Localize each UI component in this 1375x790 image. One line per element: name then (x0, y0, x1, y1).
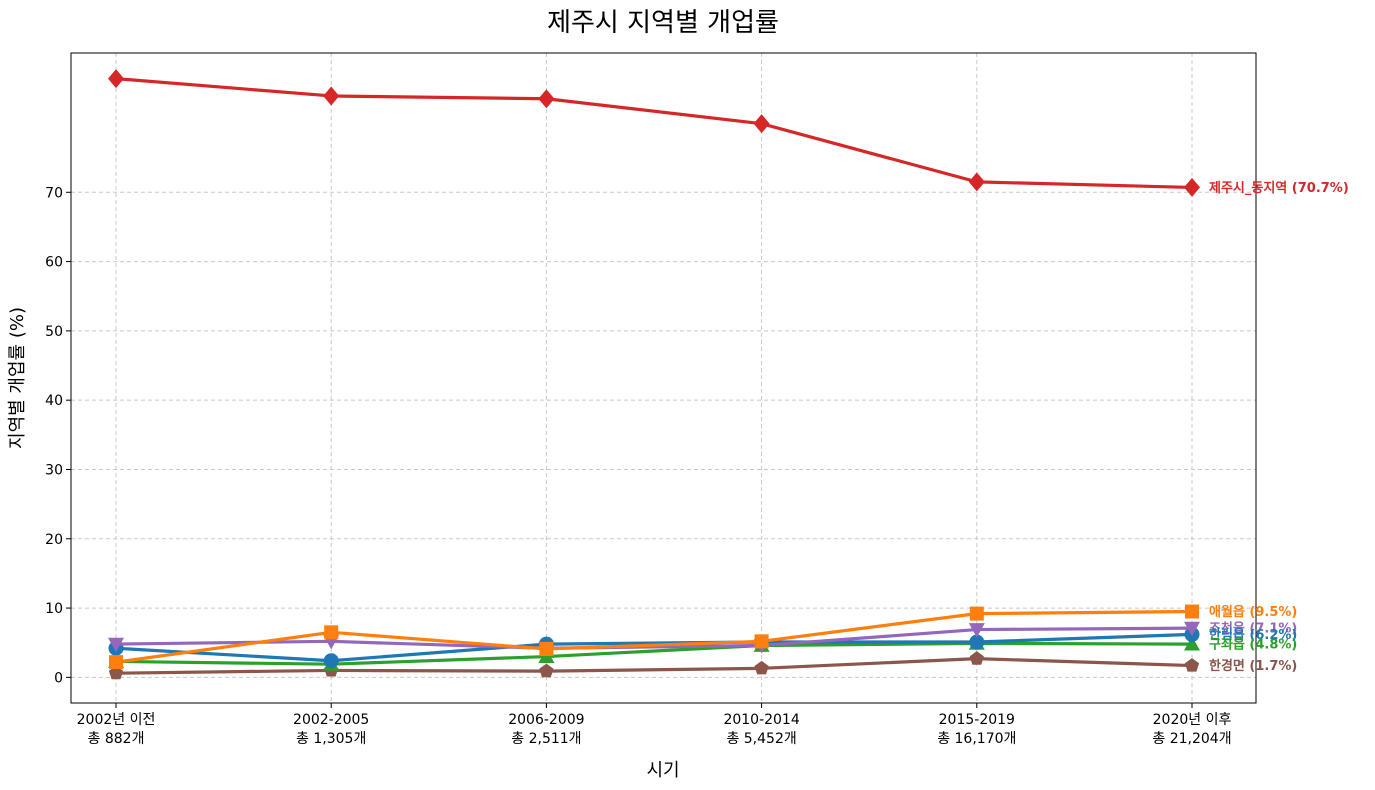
data-point (969, 606, 984, 621)
series-layer (108, 69, 1200, 680)
data-point (539, 663, 554, 678)
data-point (108, 69, 124, 89)
data-point (968, 623, 985, 638)
series-end-label: 애월읍 (9.5%) (1209, 604, 1297, 620)
data-point (1184, 636, 1200, 651)
series-end-label: 한경면 (1.7%) (1209, 658, 1297, 674)
data-point (754, 660, 769, 675)
x-tick-label: 2002-2005 총 1,305개 (293, 712, 369, 747)
data-point (968, 172, 985, 192)
plot-frame (70, 52, 1257, 704)
series-end-label: 구좌읍 (4.8%) (1209, 637, 1297, 653)
data-point (1184, 658, 1200, 672)
series-line (115, 657, 1193, 675)
x-tick-label: 2006-2009 총 2,511개 (508, 712, 584, 747)
y-tick-label: 40 (45, 393, 63, 409)
series-line (115, 632, 1193, 663)
series-한경면 (108, 651, 1200, 680)
data-point (538, 89, 555, 109)
x-tick-label: 2020년 이후 총 21,204개 (1152, 712, 1231, 747)
series-line (115, 609, 1193, 664)
y-tick-label: 30 (45, 462, 63, 478)
y-tick-label: 50 (45, 324, 63, 340)
y-tick-label: 70 (45, 185, 63, 201)
data-point (324, 625, 339, 640)
data-point (323, 86, 340, 106)
chart-title: 제주시 지역별 개업률 (547, 8, 779, 38)
grid-layer (71, 53, 1256, 703)
series-제주시_동지역 (108, 69, 1200, 197)
y-tick-label: 10 (45, 601, 63, 617)
x-tick-label: 2002년 이전 총 882개 (77, 712, 156, 747)
series-end-label: 한림읍 (6.2%) (1209, 627, 1297, 643)
data-point (969, 634, 985, 650)
series-line (115, 77, 1193, 190)
x-tick-labels: 2002년 이전 총 882개 2002-2005 총 1,305개 2006-2009… (77, 703, 1232, 747)
y-axis-label: 지역별 개업률 (%) (7, 307, 28, 449)
data-point (1184, 621, 1200, 637)
x-tick-label: 2010-2014 총 5,452개 (723, 712, 799, 747)
data-point (323, 653, 339, 669)
y-tick-label: 60 (45, 255, 63, 271)
y-tick-label: 0 (54, 670, 63, 686)
data-point (969, 651, 984, 665)
series-end-label: 조천읍 (7.1%) (1209, 621, 1297, 637)
data-point (1184, 177, 1200, 197)
data-point (539, 641, 554, 656)
x-axis-label: 시기 (646, 760, 679, 781)
data-point (109, 655, 123, 670)
series-end-label: 제주시_동지역 (70.7%) (1209, 180, 1349, 196)
series-line (115, 641, 1193, 666)
data-point (108, 637, 124, 653)
y-tick-labels: 0 10 20 30 40 50 60 70 (45, 185, 71, 686)
data-point (753, 114, 770, 134)
data-point (754, 634, 769, 649)
series-line (115, 626, 1193, 650)
y-tick-label: 20 (45, 532, 63, 548)
data-point (1185, 604, 1199, 619)
series-end-labels: 제주시_동지역 (70.7%) 애월읍 (9.5%)조천읍 (7.1%)한림읍 (… (1209, 180, 1349, 674)
series-애월읍 (109, 604, 1199, 670)
x-tick-label: 2015-2019 총 16,170개 (937, 712, 1016, 747)
